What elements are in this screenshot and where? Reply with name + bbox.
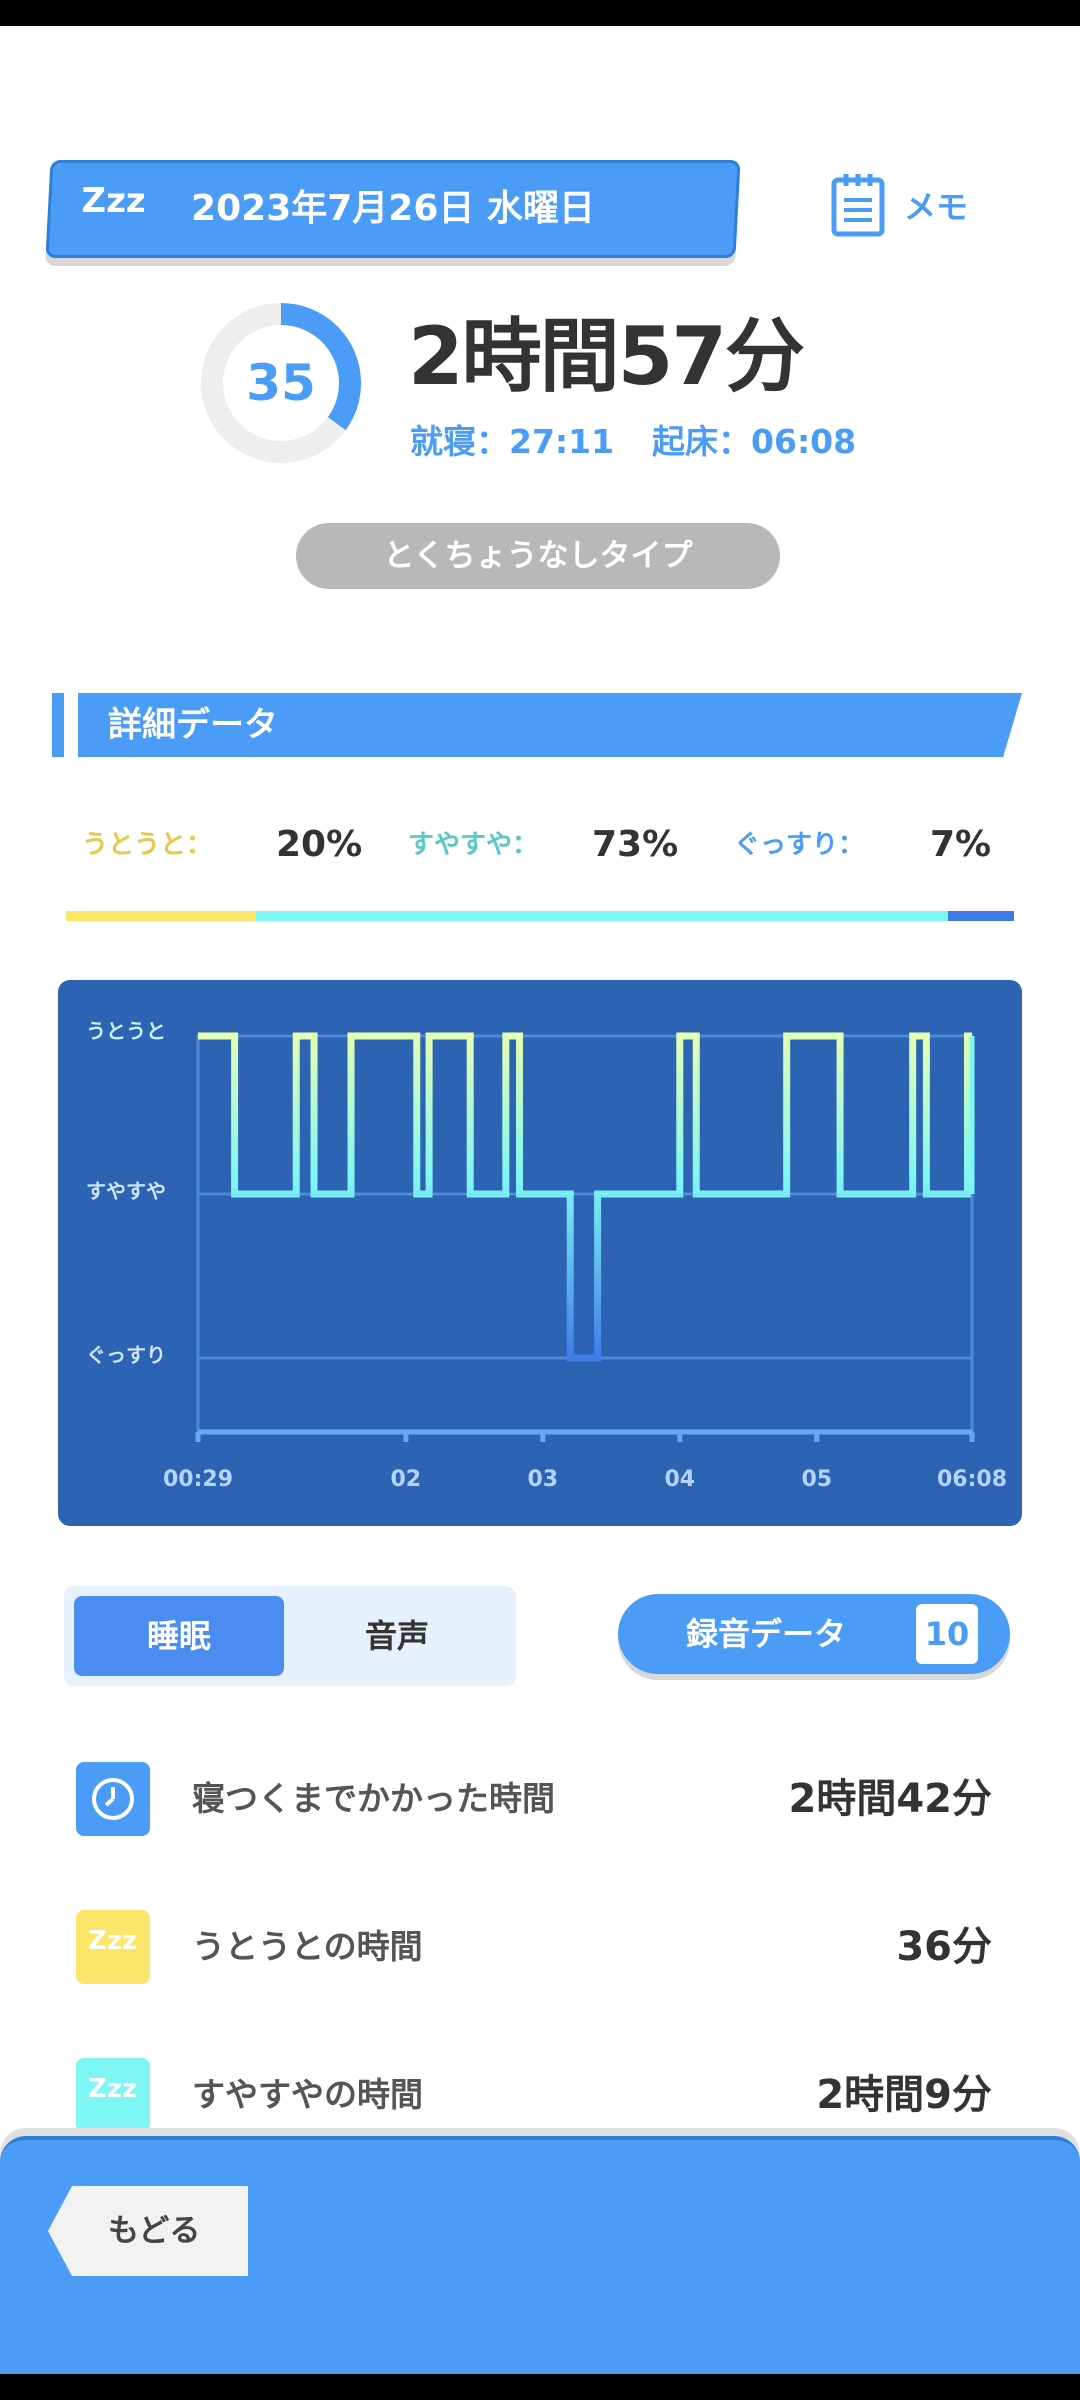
recording-data-button[interactable]: 録音データ 10 — [618, 1594, 1010, 1674]
status-bar — [0, 0, 1080, 26]
ratio-gussuri: ぐっすり： 7% — [734, 815, 991, 875]
date-title: 2023年7月26日 水曜日 — [191, 188, 595, 229]
back-button[interactable]: もどる — [48, 2186, 248, 2276]
view-tabs: 睡眠 音声 — [64, 1586, 516, 1686]
y-tick-label: うとうと — [86, 1019, 166, 1043]
ratio-bar-suyasuya — [255, 911, 948, 921]
recording-count-badge: 10 — [916, 1604, 978, 1664]
tab-sleep[interactable]: 睡眠 — [74, 1596, 284, 1676]
stat-value: 2時間9分 — [816, 2072, 992, 2118]
navigation-bar — [0, 2374, 1080, 2400]
sleep-score-ring: 35 — [200, 302, 362, 464]
stat-time-to-sleep: 寝つくまでかかった時間 2時間42分 — [76, 1762, 992, 1836]
sleep-stage-chart: うとうとすやすやぐっすり 00:29 02 03 04 05 06:08 — [58, 980, 1022, 1526]
clock-icon — [76, 1762, 150, 1836]
ratio-utouto: うとうと： 20% — [82, 815, 362, 875]
tab-sound[interactable]: 音声 — [364, 1617, 429, 1655]
x-tick-label: 03 — [527, 1467, 558, 1492]
ratio-utouto-label: うとうと： — [82, 830, 213, 860]
sleep-type-badge: とくちょうなしタイプ — [296, 523, 780, 589]
stat-value: 36分 — [896, 1924, 992, 1970]
memo-label: メモ — [904, 188, 969, 226]
stat-utouto-time: Zzz うとうとの時間 36分 — [76, 1910, 992, 1984]
sleep-duration: 2時間57分 — [408, 310, 805, 403]
section-title: 詳細データ — [108, 705, 278, 745]
date-banner: Zzz 2023年7月26日 水曜日 — [45, 160, 741, 258]
ratio-gussuri-value: 7% — [930, 824, 992, 865]
wakeup-time: 起床：06:08 — [652, 422, 857, 461]
zzz-icon: Zzz — [76, 2058, 150, 2132]
ratio-bar-gussuri — [947, 911, 1014, 921]
x-tick-label: 02 — [391, 1467, 422, 1492]
stat-suyasuya-time: Zzz すやすやの時間 2時間9分 — [76, 2058, 992, 2132]
back-label: もどる — [108, 2213, 201, 2249]
recording-data-label: 録音データ — [686, 1615, 847, 1653]
y-tick-label: すやすや — [86, 1179, 166, 1203]
stat-value: 2時間42分 — [788, 1776, 993, 1822]
ratio-gussuri-label: ぐっすり： — [734, 830, 865, 860]
zzz-icon: Zzz — [76, 1910, 150, 1984]
stat-name: うとうとの時間 — [192, 1927, 423, 1966]
bedtime: 就寝：27:11 — [410, 422, 615, 461]
stat-name: すやすやの時間 — [192, 2075, 423, 2114]
bed-wake-times: 就寝：27:11 起床：06:08 — [410, 415, 856, 463]
x-tick-label: 05 — [801, 1467, 832, 1492]
ratio-bar-utouto — [66, 911, 256, 921]
sleep-stage-line — [198, 1032, 972, 1362]
sleep-score: 35 — [246, 354, 316, 412]
x-tick-label: 04 — [664, 1467, 695, 1492]
sleep-ratio-row: うとうと： 20% すやすや： 73% ぐっすり： 7% — [70, 815, 1010, 875]
x-tick-label: 00:29 — [163, 1467, 233, 1492]
y-tick-label: ぐっすり — [86, 1343, 166, 1367]
bottom-panel: もどる — [0, 2136, 1080, 2378]
sleep-ratio-bar — [66, 911, 1014, 921]
detail-section-header: 詳細データ — [52, 693, 1022, 757]
memo-button[interactable]: メモ — [830, 170, 968, 240]
ratio-suyasuya-label: すやすや： — [408, 830, 539, 860]
notepad-icon — [831, 174, 885, 237]
ratio-suyasuya-value: 73% — [592, 824, 679, 865]
ratio-suyasuya: すやすや： 73% — [408, 815, 678, 875]
x-tick-label: 06:08 — [937, 1467, 1007, 1492]
stat-name: 寝つくまでかかった時間 — [192, 1779, 555, 1818]
ratio-utouto-value: 20% — [276, 824, 363, 865]
